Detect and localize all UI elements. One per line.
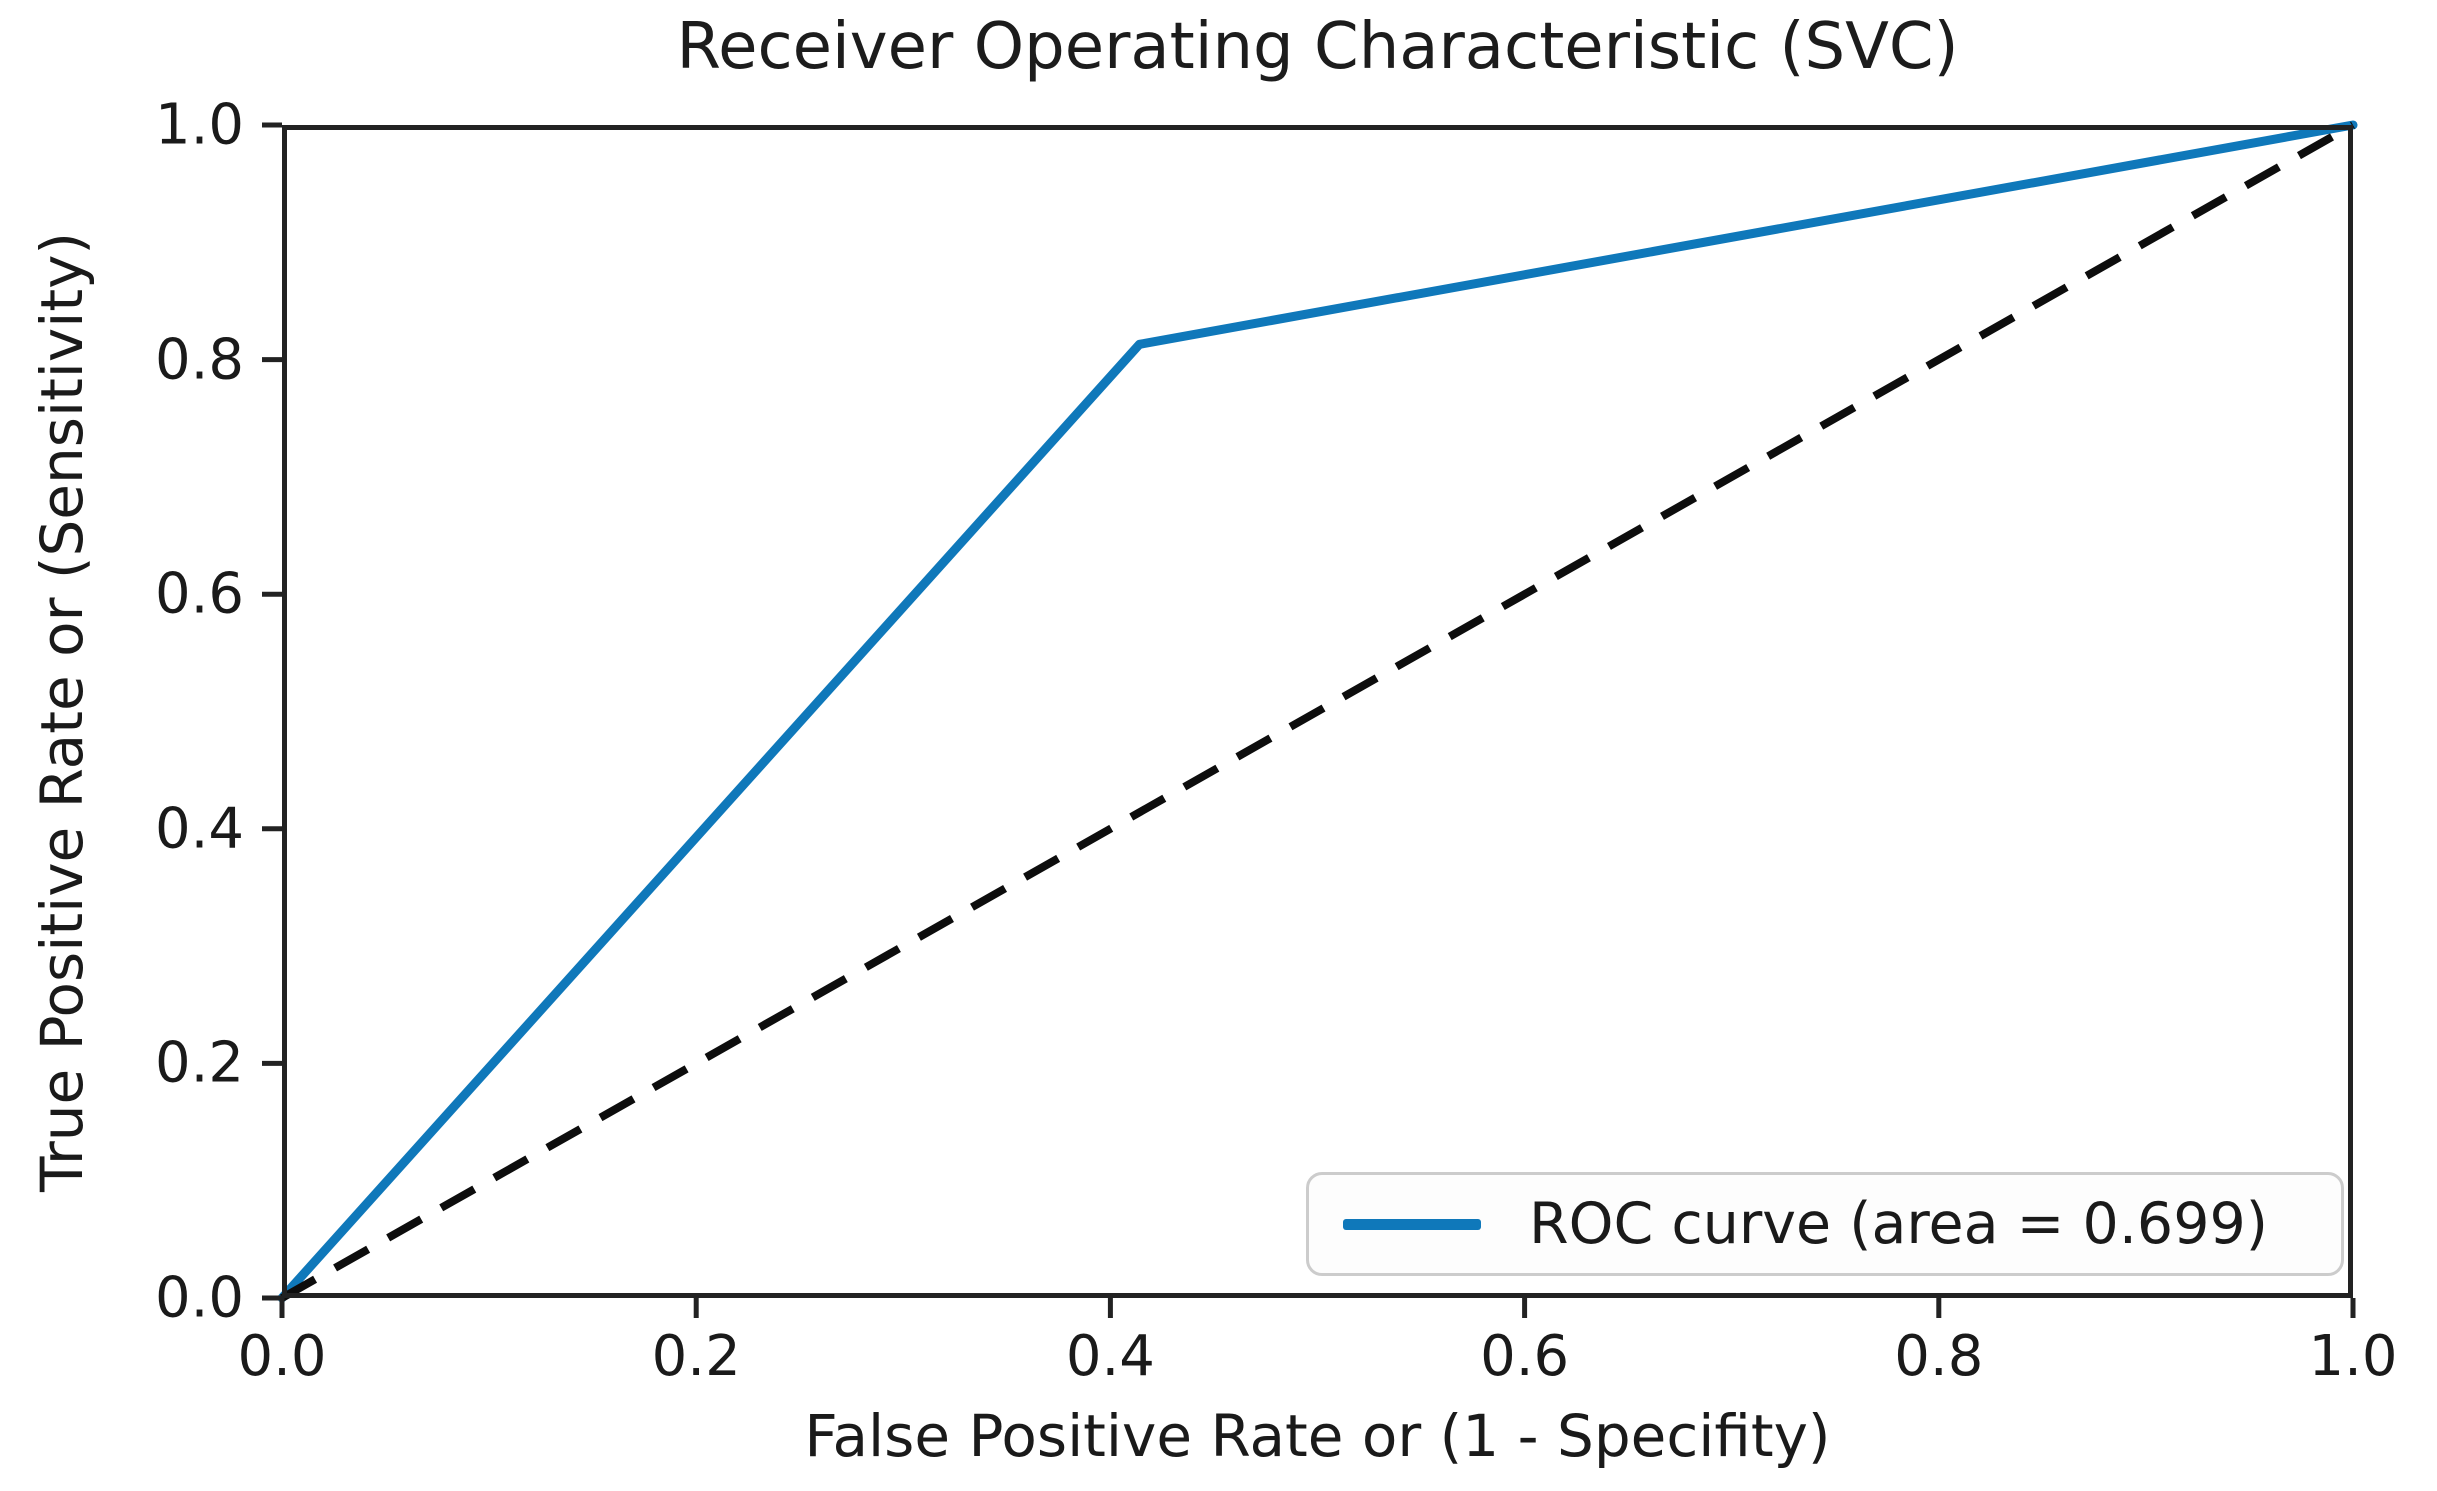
legend: ROC curve (area = 0.699) xyxy=(1306,1172,2344,1276)
y-axis-label: True Positive Rate or (Sensitivity) xyxy=(28,231,96,1192)
x-tick-label: 0.4 xyxy=(1065,1324,1155,1389)
plot-area xyxy=(262,120,2358,1318)
x-tick-label: 0.8 xyxy=(1894,1324,1984,1389)
x-tick-label: 0.6 xyxy=(1480,1324,1570,1389)
y-tick-label: 0.2 xyxy=(154,1030,244,1096)
y-tick-label: 0.4 xyxy=(154,796,244,862)
chance-diagonal-line xyxy=(280,121,2355,1302)
x-axis-label: False Positive Rate or (1 - Specifity) xyxy=(804,1402,1831,1470)
x-tick-label: 0.2 xyxy=(651,1324,741,1389)
roc-curve-line xyxy=(277,120,2358,1303)
y-tick-label: 1.0 xyxy=(154,92,244,158)
roc-curve-legend-label: ROC curve (area = 0.699) xyxy=(1529,1191,2268,1257)
axes-spines xyxy=(282,125,2353,1298)
roc-curve-legend-swatch xyxy=(1343,1218,1481,1230)
chart-title: Receiver Operating Characteristic (SVC) xyxy=(676,10,1959,84)
y-tick-label: 0.6 xyxy=(154,561,244,627)
y-tick-label: 0.0 xyxy=(154,1265,244,1331)
x-tick-label: 1.0 xyxy=(2308,1324,2398,1389)
x-tick-label: 0.0 xyxy=(237,1324,327,1389)
y-tick-label: 0.8 xyxy=(154,327,244,393)
